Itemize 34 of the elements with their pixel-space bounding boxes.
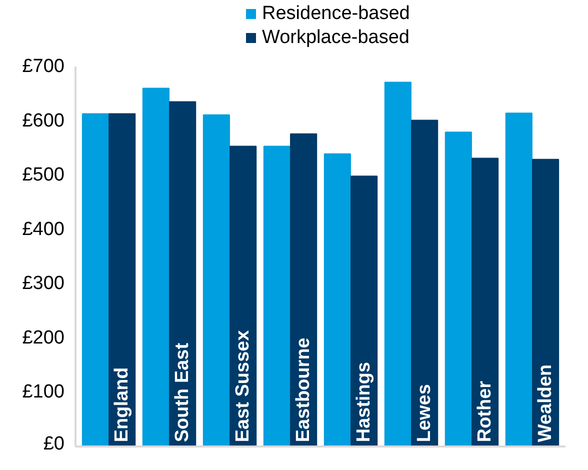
- x-tick-label: Hastings: [354, 362, 375, 442]
- bar: [532, 158, 560, 446]
- y-tick-label: £700: [22, 56, 65, 77]
- bar: [350, 176, 378, 446]
- bar: [202, 114, 230, 446]
- bar: [472, 158, 499, 446]
- bar: [108, 113, 136, 446]
- x-tick-label: Lewes: [414, 384, 436, 442]
- x-tick-label: South East: [172, 342, 194, 442]
- y-tick-label: £0: [43, 434, 65, 454]
- bar: [263, 146, 290, 446]
- y-tick-label: £500: [22, 164, 65, 186]
- bar: [142, 88, 170, 446]
- x-tick-label: Wealden: [535, 364, 556, 442]
- bar: [505, 112, 532, 446]
- bar: [230, 146, 257, 446]
- bar: [169, 101, 196, 446]
- bar: [290, 133, 318, 446]
- x-tick-label: Eastbourne: [293, 338, 314, 442]
- y-tick-label: £400: [22, 218, 65, 240]
- legend-label: Residence-based: [261, 2, 410, 26]
- y-tick-label: £600: [22, 110, 65, 132]
- bar: [324, 153, 351, 446]
- x-tick-label: Rother: [474, 380, 496, 442]
- bar: [411, 120, 438, 446]
- bar: [384, 82, 412, 446]
- x-tick-label: East Sussex: [232, 330, 254, 442]
- y-tick-label: £200: [22, 327, 65, 348]
- legend-label: Workplace-based: [261, 26, 410, 50]
- y-tick-label: £100: [22, 382, 65, 403]
- bar: [444, 132, 472, 446]
- y-tick-label: £300: [22, 273, 65, 294]
- bar: [82, 113, 110, 446]
- x-tick-label: England: [112, 367, 133, 442]
